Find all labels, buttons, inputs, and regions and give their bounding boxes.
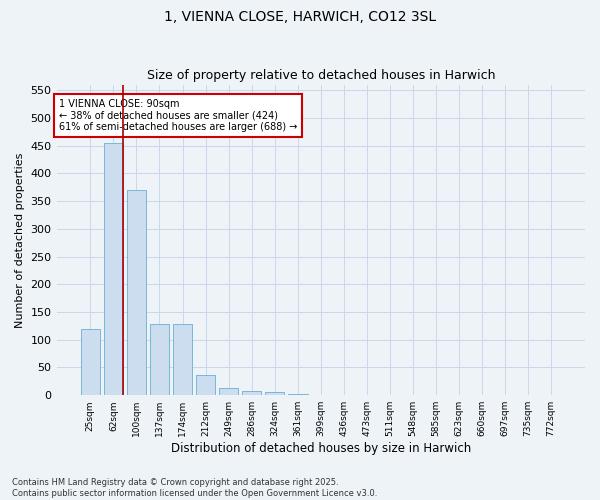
Text: 1, VIENNA CLOSE, HARWICH, CO12 3SL: 1, VIENNA CLOSE, HARWICH, CO12 3SL [164, 10, 436, 24]
Bar [219, 388, 238, 395]
Bar [426, 394, 446, 395]
Bar [357, 394, 377, 395]
Bar [127, 190, 146, 395]
Text: Contains HM Land Registry data © Crown copyright and database right 2025.
Contai: Contains HM Land Registry data © Crown c… [12, 478, 377, 498]
Bar [242, 391, 262, 395]
Bar [196, 374, 215, 395]
Bar [104, 143, 123, 395]
Bar [288, 394, 308, 395]
Bar [173, 324, 193, 395]
Y-axis label: Number of detached properties: Number of detached properties [15, 152, 25, 328]
Text: 1 VIENNA CLOSE: 90sqm
← 38% of detached houses are smaller (424)
61% of semi-det: 1 VIENNA CLOSE: 90sqm ← 38% of detached … [59, 98, 298, 132]
Bar [541, 394, 561, 395]
X-axis label: Distribution of detached houses by size in Harwich: Distribution of detached houses by size … [170, 442, 471, 455]
Title: Size of property relative to detached houses in Harwich: Size of property relative to detached ho… [146, 69, 495, 82]
Bar [149, 324, 169, 395]
Bar [265, 392, 284, 395]
Bar [80, 328, 100, 395]
